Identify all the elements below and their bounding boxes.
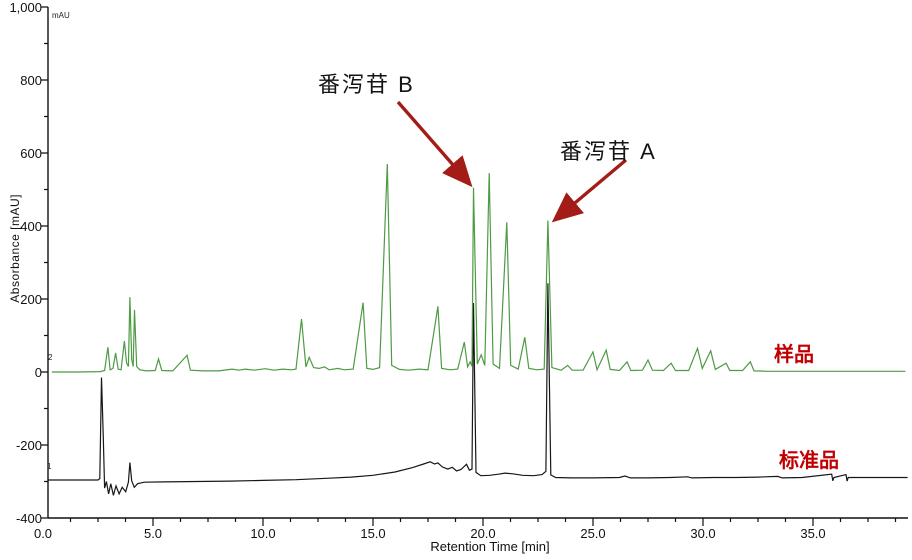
x-tick-label: 20.0 bbox=[470, 526, 496, 541]
peak-label-sennoside-b: 番泻苷 B bbox=[318, 72, 415, 97]
y-tick-label: 0 bbox=[34, 365, 42, 380]
y-tick-label: 400 bbox=[20, 219, 42, 234]
trace-number-sample: 2 bbox=[48, 353, 53, 362]
x-tick-label: 25.0 bbox=[580, 526, 606, 541]
trace-standard bbox=[48, 283, 908, 496]
y-tick-label: 800 bbox=[20, 73, 42, 88]
annotation-arrow-sennoside-b bbox=[396, 100, 473, 188]
y-axis-title: Absorbance [mAU] bbox=[8, 194, 22, 303]
trace-label-sample: 样品 bbox=[774, 344, 814, 366]
x-axis-ticks bbox=[69, 518, 897, 526]
x-tick-label: 0.0 bbox=[33, 526, 53, 541]
y-tick-label: -400 bbox=[15, 511, 42, 526]
peak-label-sennoside-a: 番泻苷 A bbox=[560, 139, 657, 164]
x-tick-label: 10.0 bbox=[250, 526, 276, 541]
x-tick-label: 30.0 bbox=[690, 526, 716, 541]
axis-lines bbox=[47, 7, 908, 519]
y-tick-label: 200 bbox=[20, 292, 42, 307]
x-tick-label: 15.0 bbox=[360, 526, 386, 541]
y-axis-ticks bbox=[41, 6, 48, 519]
trace-label-standard: 标准品 bbox=[779, 450, 839, 472]
x-tick-label: 35.0 bbox=[800, 526, 826, 541]
annotation-arrow-sennoside-a bbox=[551, 158, 628, 223]
trace-sample bbox=[51, 163, 906, 373]
trace-number-standard: 1 bbox=[47, 462, 52, 471]
x-axis-title: Retention Time [min] bbox=[430, 539, 550, 554]
y-tick-label: 1,000 bbox=[9, 0, 42, 15]
y-tick-label: 600 bbox=[20, 146, 42, 161]
y-tick-label: -200 bbox=[15, 438, 42, 453]
y-axis-unit-label: mAU bbox=[52, 11, 70, 20]
x-tick-label: 5.0 bbox=[143, 526, 163, 541]
